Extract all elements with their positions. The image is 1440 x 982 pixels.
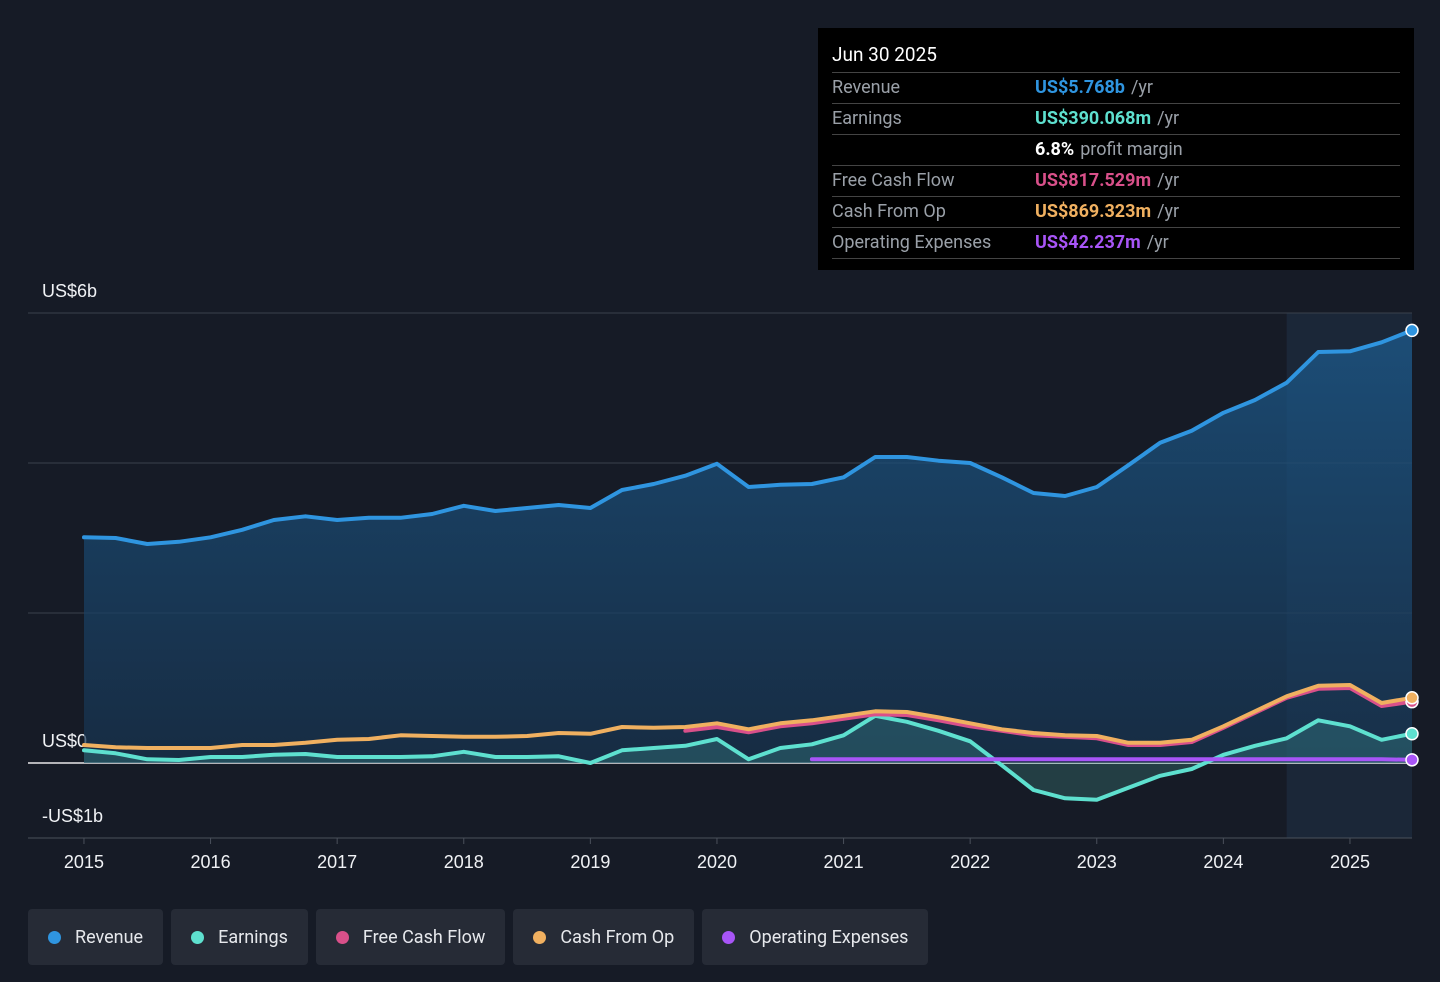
tooltip-unit: /yr (1130, 77, 1153, 98)
legend: Revenue Earnings Free Cash Flow Cash From O… (28, 909, 929, 965)
series-line (809, 757, 1414, 762)
legend-dot (191, 930, 205, 944)
tooltip-date: Jun 30 2025 (832, 42, 1400, 73)
tooltip-row: 6.8% profit margin (832, 135, 1400, 166)
tooltip-value: US$817.529m (1035, 170, 1152, 191)
y-tick-label: US$6b (42, 281, 97, 301)
x-tick-label: 2017 (317, 852, 357, 872)
legend-dot (533, 930, 547, 944)
series-line (82, 713, 1414, 802)
tooltip-value: US$390.068m (1035, 108, 1152, 129)
series-area (84, 330, 1412, 763)
legend-label: Cash From Op (560, 926, 675, 948)
legend-button[interactable]: Earnings (171, 909, 308, 965)
tooltip-row: Free Cash Flow US$817.529m/yr (832, 166, 1400, 197)
end-marker (1405, 726, 1419, 741)
x-tick-label: 2018 (444, 852, 484, 872)
x-tick-label: 2025 (1330, 852, 1370, 872)
tooltip-row: Earnings US$390.068m/yr (832, 104, 1400, 135)
tooltip-note-value: 6.8% (1035, 139, 1075, 160)
tooltip-row: Revenue US$5.768b/yr (832, 73, 1400, 104)
legend-label: Operating Expenses (749, 926, 909, 948)
end-marker (1405, 753, 1419, 767)
tooltip: Jun 30 2025 Revenue US$5.768b/yr Earnings US… (818, 28, 1414, 270)
tooltip-value: US$42.237m (1035, 232, 1141, 253)
legend-button[interactable]: Free Cash Flow (315, 909, 506, 965)
series-line (82, 683, 1414, 750)
tooltip-value: US$5.768b (1035, 77, 1125, 98)
tooltip-note: profit margin (1080, 139, 1183, 160)
x-tick-label: 2016 (191, 852, 231, 872)
x-tick-label: 2022 (950, 852, 990, 872)
y-tick-label: -US$1b (42, 806, 103, 826)
tooltip-label: Cash From Op (832, 201, 946, 222)
legend-label: Earnings (218, 926, 288, 948)
series-area (84, 715, 1412, 800)
legend-button[interactable]: Revenue (28, 909, 164, 965)
legend-button[interactable]: Cash From Op (513, 909, 695, 965)
x-tick-label: 2020 (697, 852, 737, 872)
tooltip-unit: /yr (1157, 108, 1180, 129)
tooltip-value: US$869.323m (1035, 201, 1152, 222)
end-marker (1405, 323, 1419, 338)
x-tick-label: 2024 (1203, 852, 1243, 872)
tooltip-unit: /yr (1146, 232, 1169, 253)
x-tick-label: 2023 (1077, 852, 1117, 872)
tooltip-label (832, 135, 1035, 165)
x-tick-label: 2021 (824, 852, 864, 872)
tooltip-label: Free Cash Flow (832, 170, 955, 191)
x-tick-label: 2015 (64, 852, 104, 872)
tooltip-label: Earnings (832, 108, 902, 129)
x-tick-label: 2019 (570, 852, 610, 872)
legend-label: Free Cash Flow (362, 926, 486, 948)
series-line (82, 328, 1414, 546)
legend-dot (48, 930, 61, 944)
chart: -US$1b US$0 US$6b 2015 2016 2017 2018 2019 2020 2… (28, 281, 1419, 872)
tooltip-label: Operating Expenses (832, 232, 992, 253)
tooltip-unit: /yr (1157, 201, 1180, 222)
legend-dot (335, 930, 349, 944)
tooltip-unit: /yr (1157, 170, 1180, 191)
end-marker (1405, 691, 1419, 705)
legend-label: Revenue (75, 926, 144, 948)
tooltip-row: Operating Expenses US$42.237m/yr (832, 228, 1400, 259)
legend-dot (722, 930, 736, 944)
legend-button[interactable]: Operating Expenses (702, 909, 929, 965)
tooltip-row: Cash From Op US$869.323m/yr (832, 197, 1400, 228)
y-tick-label: US$0 (42, 731, 87, 751)
tooltip-label: Revenue (832, 77, 901, 98)
